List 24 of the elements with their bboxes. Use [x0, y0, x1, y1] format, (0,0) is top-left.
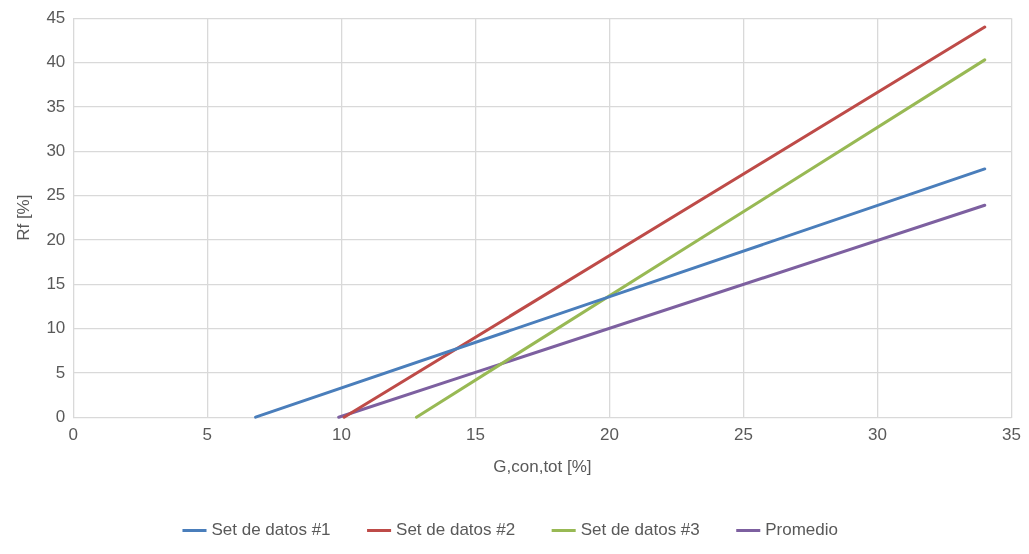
y-tick-label: 40 [46, 52, 66, 72]
y-tick-label: 5 [55, 362, 66, 382]
y-tick-label: 25 [46, 185, 66, 205]
x-tick-label: 0 [68, 425, 79, 445]
x-tick-label: 5 [202, 425, 213, 445]
x-tick-label: 20 [599, 425, 619, 445]
legend-label: Promedio [765, 520, 839, 540]
y-tick-label: 0 [55, 406, 66, 426]
y-tick-label: 45 [46, 7, 66, 27]
x-tick-label: 25 [734, 425, 753, 445]
y-tick-label: 15 [46, 273, 66, 293]
x-tick-label: 10 [331, 425, 351, 445]
legend-label: Set de datos #1 [211, 520, 331, 540]
y-tick-label: 30 [46, 140, 66, 160]
y-tick-label: 10 [46, 318, 66, 338]
y-axis-title: Rf [%] [13, 194, 33, 241]
x-tick-label: 15 [465, 425, 485, 445]
legend-label: Set de datos #3 [580, 520, 700, 540]
x-tick-label: 35 [1002, 425, 1022, 445]
y-tick-label: 35 [46, 96, 66, 116]
x-axis-title: G,con,tot [%] [493, 457, 592, 477]
x-tick-label: 30 [868, 425, 887, 445]
y-tick-label: 20 [46, 229, 66, 249]
legend-label: Set de datos #2 [396, 520, 516, 540]
